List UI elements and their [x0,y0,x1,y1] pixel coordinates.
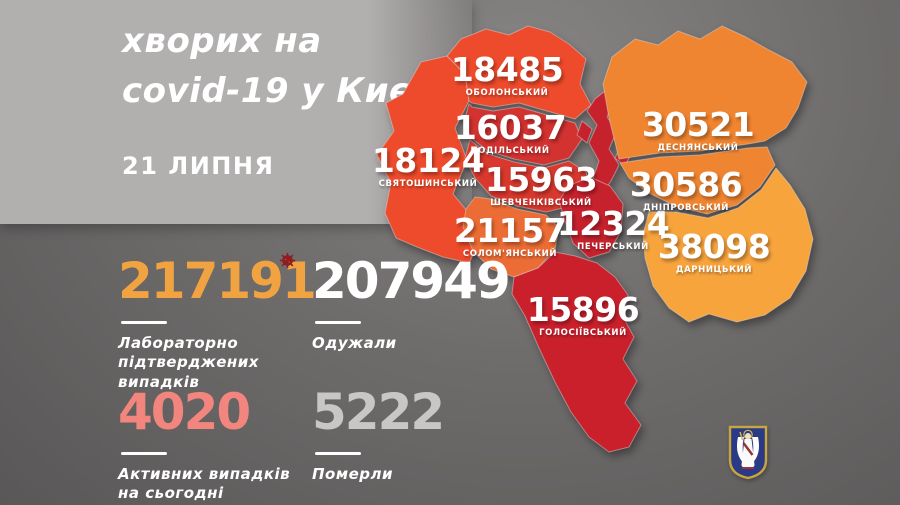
district-shape-sviatoshynskyi [376,55,485,264]
map-label-dniprovskyi: 30586 ДНІПРОВСЬКИЙ [629,165,743,214]
river-island-shape [576,120,593,144]
district-name: ПОДІЛЬСЬКИЙ [470,146,550,156]
stat-label: Померли [312,464,394,483]
district-shape-pecherskyi [558,176,624,259]
district-name: ПЕЧЕРСЬКИЙ [577,242,649,252]
map-label-obolonskyi: 18485 ОБОЛОНСЬКИЙ [450,50,564,99]
stat-divider [121,320,167,324]
district-name: ДАРНИЦЬКИЙ [675,265,753,275]
stat-label: Лабораторно підтверджених випадків [118,333,259,391]
stat-number: 207949 [312,252,511,310]
district-name: СОЛОМ'ЯНСЬКИЙ [462,249,558,259]
district-number: 18124 [371,141,485,180]
stat-divider [315,451,361,455]
district-number: 16037 [453,108,567,147]
district-number: 30586 [629,165,743,204]
stat-divider [315,320,361,324]
district-name: СВЯТОШИНСЬКИЙ [378,179,478,189]
district-shape-darnytskyi [642,167,814,323]
stat-number: 5222 [312,383,445,441]
district-shape-obolonskyi [446,25,592,120]
district-name: ДЕСНЯНСЬКИЙ [657,143,739,153]
district-number: 38098 [657,227,771,266]
map-label-holosiivskyi: 15896 ГОЛОСІЇВСЬКИЙ [526,290,640,339]
district-name: ДНІПРОВСЬКИЙ [643,203,729,213]
district-number: 12324 [556,204,670,243]
district-shape-podilskyi [464,103,583,166]
district-name: ШЕВЧЕНКІВСЬКИЙ [490,198,592,208]
district-number: 15896 [526,290,640,329]
map-label-pecherskyi: 12324 ПЕЧЕРСЬКИЙ [556,204,670,253]
map-label-desnianskyi: 30521 ДЕСНЯНСЬКИЙ [641,105,755,154]
district-shape-dniprovskyi [619,146,776,215]
stat-label: Одужали [312,333,397,352]
district-name: ОБОЛОНСЬКИЙ [465,88,549,98]
district-shape-desnianskyi [602,25,808,160]
stat-label: Активних випадків на сьогодні [118,464,291,503]
stat-recovered: 207949 Одужали [312,252,511,353]
map-label-solomianskyi: 21157 СОЛОМ'ЯНСЬКИЙ [453,211,567,260]
district-number: 30521 [641,105,755,144]
stat-divider [121,451,167,455]
district-name: ГОЛОСІЇВСЬКИЙ [539,328,627,338]
map-label-sviatoshynskyi: 18124 СВЯТОШИНСЬКИЙ [371,141,485,190]
district-number: 21157 [453,211,567,250]
map-label-darnytskyi: 38098 ДАРНИЦЬКИЙ [657,227,771,276]
date-label: 21 ЛИПНЯ [122,152,275,180]
virus-icon [279,252,296,269]
district-number: 18485 [450,50,564,89]
kyiv-coat-of-arms-icon [728,425,768,480]
stat-deaths: 5222 Померли [312,386,502,484]
district-shape-holosiivskyi [511,251,642,453]
map-label-shevchenkivskyi: 15963 ШЕВЧЕНКІВСЬКИЙ [484,160,598,209]
map-label-podilskyi: 16037 ПОДІЛЬСЬКИЙ [453,108,567,157]
district-number: 15963 [484,160,598,199]
stat-confirmed-cases: 217191 Лабораторно підтверджених випадкі… [118,255,317,392]
stat-active-cases: 4020 Активних випадків на сьогодні [118,386,308,504]
stat-number: 4020 [118,383,251,441]
title-line-1: хворих на [122,21,322,61]
